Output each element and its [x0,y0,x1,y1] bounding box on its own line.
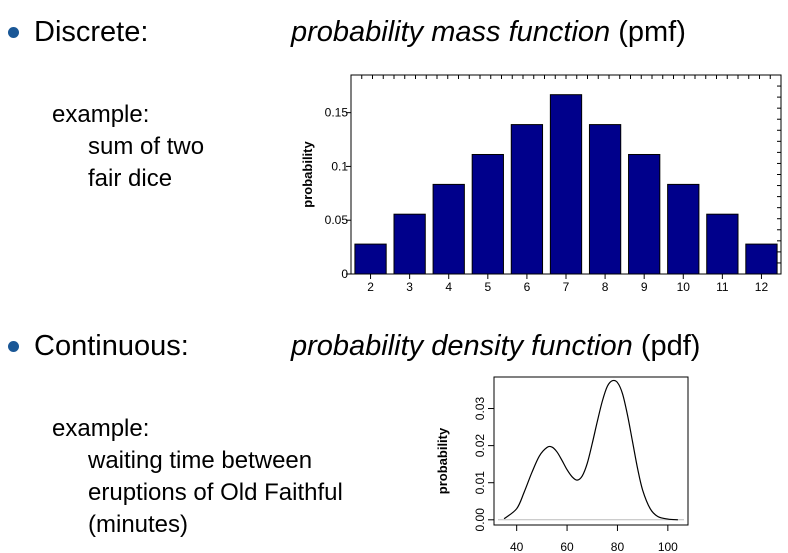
pmf-x-tick-label: 11 [716,280,729,294]
example-line: waiting time between [88,447,313,474]
example-discrete: example: sum of two fair dice [52,99,204,195]
pdf-density-line [503,379,678,521]
example-line: fair dice [88,165,173,192]
pmf-y-tick-label: 0.05 [325,213,349,227]
heading-discrete: Discrete: [34,16,149,48]
pmf-x-tick-label: 5 [484,280,491,294]
function-abbr-discrete: (pmf) [618,16,686,48]
function-name-discrete-italic: probability mass function [291,16,611,48]
pdf-y-axis-label: probability [435,427,450,494]
heading-continuous: Continuous: [34,330,189,362]
pdf-x-tick-label: 60 [560,540,574,553]
example-label-discrete: example: [52,101,150,128]
pmf-y-tick-label: 0 [341,267,348,281]
function-abbr-continuous: (pdf) [640,330,701,362]
pmf-bar-7 [549,94,583,275]
pmf-y-tick-label: 0.15 [325,106,349,120]
pmf-y-tick-label: 0.1 [331,159,348,173]
pdf-y-tick-label: 0.03 [473,397,487,421]
pmf-bar-9 [628,153,661,275]
pmf-x-tick-label: 4 [445,280,452,294]
pmf-x-tick-label: 3 [406,280,413,294]
pdf-y-tick-label: 0.00 [473,508,487,532]
pmf-bar-2 [354,243,387,275]
pmf-bar-10 [667,183,700,275]
example-line: sum of two [88,133,205,160]
pmf-bar-4 [432,183,465,275]
pmf-y-axis-label: probability [300,141,315,208]
pdf-x-tick-label: 80 [611,540,625,553]
pmf-x-tick-label: 8 [602,280,609,294]
pmf-x-tick-label: 7 [563,280,570,294]
example-continuous: example: waiting time between eruptions … [52,413,343,541]
pdf-y-tick-label: 0.01 [473,471,487,495]
pmf-x-tick-label: 6 [524,280,531,294]
pmf-x-tick-label: 12 [755,280,769,294]
pdf-y-tick-label: 0.02 [473,434,487,458]
pdf-x-tick-label: 40 [510,540,524,553]
function-name-continuous-italic: probability density function [291,330,633,362]
pmf-x-tick-label: 10 [677,280,691,294]
pmf-bar-5 [471,153,504,275]
pmf-x-tick-label: 9 [641,280,648,294]
function-name-continuous: probability density function (pdf) [291,332,700,361]
pmf-bar-6 [510,124,544,275]
pdf-x-tick-label: 100 [658,540,678,553]
pmf-x-tick-label: 2 [367,280,374,294]
example-line: (minutes) [88,511,189,538]
pmf-bar-11 [706,213,739,275]
example-label-continuous: example: [52,415,150,442]
pmf-bar-8 [588,124,622,275]
example-line: eruptions of Old Faithful [88,479,343,506]
bullet-continuous [8,341,19,352]
pdf-plot-frame [493,376,689,526]
function-name-discrete: probability mass function (pmf) [291,18,686,47]
bullet-discrete [8,27,19,38]
